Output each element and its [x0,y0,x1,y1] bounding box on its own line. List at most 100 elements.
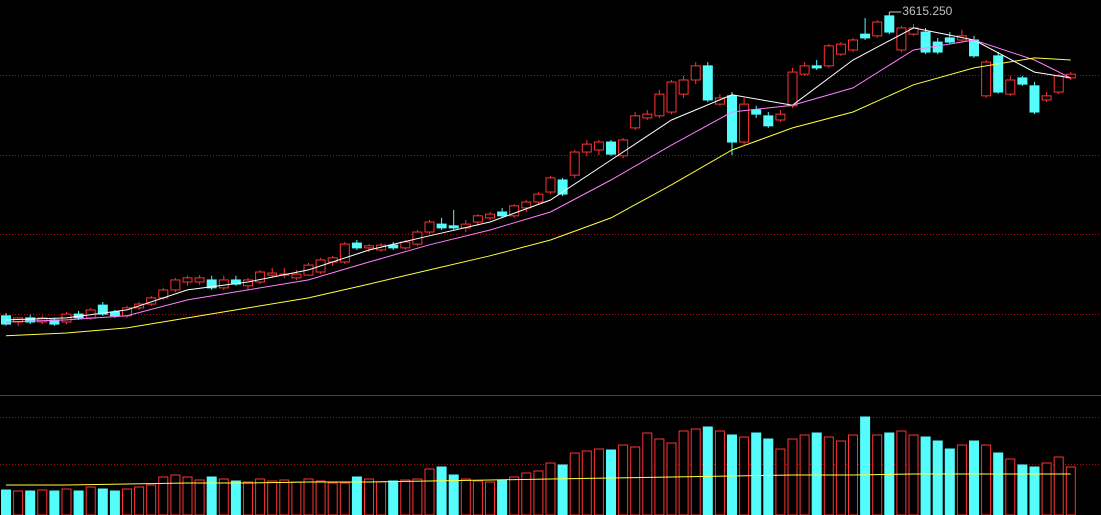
volume-bar [327,482,338,515]
candle-body [823,45,834,67]
candle-body [593,141,604,151]
candle-body [751,109,762,115]
volume-bar [920,436,931,515]
candle-body [364,245,374,249]
candle-body [291,273,302,279]
candle-body [109,311,120,317]
candle-body [569,151,580,176]
volume-bar [85,486,96,515]
volume-bar [182,476,193,515]
candle-body [206,279,217,289]
volume-bar [460,478,471,515]
volume-bar [714,430,725,515]
volume-bar [593,448,604,515]
candle-body [339,243,350,263]
volume-bar [509,476,520,515]
volume-bar [969,440,979,515]
volume-bar [702,426,713,515]
candle-body [448,225,459,229]
volume-bar [13,490,24,515]
volume-bar [763,438,774,515]
volume-bar [436,466,447,515]
volume-bar [364,478,374,515]
candle-body [1029,85,1040,113]
moving-average [5,27,1071,321]
volume-bar [775,448,786,515]
volume-bar [521,472,532,515]
volume-bar [267,480,278,515]
candle-body [146,297,157,305]
candle-body [618,139,629,157]
volume-bar [533,470,544,515]
volume-bar [956,444,967,515]
volume-bar [351,476,362,515]
volume-bar [37,489,48,515]
candle-body [860,33,871,39]
volume-bar [109,490,120,515]
candle-body [993,55,1004,93]
volume-bar [376,481,387,515]
candle-body [654,93,665,117]
candle-body [436,223,447,229]
volume-bar [25,490,36,515]
candle-body [932,41,943,53]
volume-bar [146,484,157,515]
volume-bar [485,481,495,515]
volume-bar [944,448,955,515]
candle-body [678,79,689,95]
volume-bar [860,416,871,515]
volume-bar [73,490,84,515]
volume-bar [823,436,834,515]
volume-bar [1017,464,1028,515]
volume-bar [618,444,629,515]
volume-bar [255,478,266,515]
candle-body [690,65,701,81]
candle-body [424,221,435,233]
candle-body [37,317,48,323]
volume-bar [557,464,568,515]
candle-body [981,61,992,97]
volume-bar [339,482,350,515]
volume-bar [448,474,459,515]
candle-body [267,272,278,276]
volume-bar [206,476,217,515]
candle-body [97,304,108,315]
candle-body [1005,79,1016,95]
candle-body [182,277,193,283]
candle-body [218,279,229,289]
candle-body [763,115,774,127]
volume-bar [1,489,11,515]
candle-body [787,71,798,107]
volume-bar [896,430,907,515]
moving-average [5,39,1072,323]
volume-bar [642,432,653,515]
volume-bar [158,476,169,515]
candle-body [642,113,653,119]
candle-body [485,213,495,219]
candle-body [944,37,955,43]
max-label: 3615.250 [902,4,952,18]
candle-body [557,179,568,195]
candle-body [884,15,895,33]
volume-bar [218,478,229,515]
volume-bar [315,480,326,515]
volume-bar [545,462,556,515]
candle-body [194,277,205,283]
candle-body [896,27,907,51]
candle-body [666,81,677,113]
candle-body [521,201,532,209]
candle-body [714,97,725,105]
candle-body [400,241,411,249]
volume-bar [630,446,641,515]
volume-bar [497,479,508,515]
volume-bar [678,430,689,515]
moving-average [5,57,1071,337]
volume-bar [932,440,943,515]
candle-body [811,65,822,69]
volume-bar [690,428,701,515]
candle-body [1041,95,1052,101]
candle-body [969,39,979,57]
volume-bar [1041,462,1052,515]
candle-body [509,205,520,217]
volume-bar [787,438,798,515]
